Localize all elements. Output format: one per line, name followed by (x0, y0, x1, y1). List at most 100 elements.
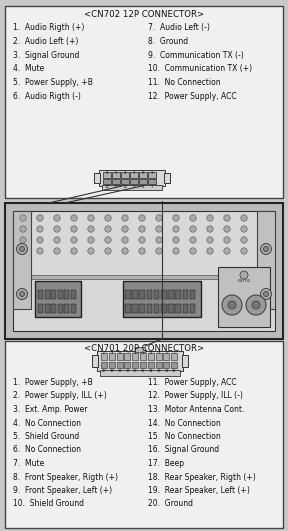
Bar (125, 290, 130, 299)
Text: <CN702 12P CONNECTOR>: <CN702 12P CONNECTOR> (84, 10, 204, 19)
Bar (51, 304, 56, 313)
Bar (139, 304, 145, 313)
Text: 7.  Audio Left (-): 7. Audio Left (-) (148, 23, 210, 32)
Circle shape (54, 226, 60, 232)
Circle shape (190, 226, 196, 232)
Bar (148, 362, 154, 368)
Text: 15: 15 (141, 369, 145, 373)
Bar (183, 304, 188, 313)
Circle shape (207, 248, 213, 254)
Bar (190, 290, 195, 299)
Text: 13: 13 (156, 369, 161, 373)
Circle shape (156, 226, 162, 232)
Circle shape (190, 237, 196, 243)
Text: 4.  No Connection: 4. No Connection (13, 418, 81, 427)
Circle shape (241, 248, 247, 254)
Bar (101, 362, 107, 368)
Circle shape (252, 301, 260, 309)
Text: 8: 8 (118, 351, 121, 355)
Circle shape (228, 301, 236, 309)
Text: 14.  No Connection: 14. No Connection (148, 418, 221, 427)
Text: 4.  Mute: 4. Mute (13, 64, 44, 73)
Bar (147, 290, 152, 299)
Circle shape (88, 215, 94, 221)
Text: 2: 2 (165, 351, 168, 355)
Text: 1: 1 (151, 170, 153, 175)
Circle shape (20, 237, 26, 243)
Text: 5: 5 (115, 170, 117, 175)
Bar (64, 290, 69, 299)
Text: 5.  Power Supply, +B: 5. Power Supply, +B (13, 78, 93, 87)
Text: 5.  Shield Ground: 5. Shield Ground (13, 432, 79, 441)
Text: 16.  Signal Ground: 16. Signal Ground (148, 446, 219, 455)
Bar (135, 347, 145, 352)
Text: 7.  Mute: 7. Mute (13, 459, 44, 468)
Bar (123, 281, 201, 317)
Text: 14: 14 (149, 369, 153, 373)
Circle shape (122, 237, 128, 243)
Circle shape (156, 215, 162, 221)
Bar (13, 211, 31, 309)
Text: 3.  Signal Ground: 3. Signal Ground (13, 50, 79, 59)
Bar (175, 290, 181, 299)
Bar (125, 304, 130, 313)
Bar (92, 355, 98, 367)
Text: 12: 12 (104, 185, 109, 189)
Bar (35, 281, 81, 317)
Text: 6.  Audio Rigth (-): 6. Audio Rigth (-) (13, 92, 81, 101)
Circle shape (207, 226, 213, 232)
Bar (58, 290, 62, 299)
Circle shape (190, 215, 196, 221)
Bar (164, 173, 170, 183)
Text: 16: 16 (133, 369, 137, 373)
Circle shape (156, 237, 162, 243)
Circle shape (54, 215, 60, 221)
Bar (103, 179, 111, 184)
Circle shape (20, 215, 26, 221)
Bar (64, 304, 69, 313)
Text: 12: 12 (164, 369, 169, 373)
Bar (45, 304, 50, 313)
Text: 4: 4 (124, 170, 126, 175)
Circle shape (261, 288, 272, 299)
Circle shape (224, 215, 230, 221)
Circle shape (173, 237, 179, 243)
Text: 19.  Rear Speaker, Left (+): 19. Rear Speaker, Left (+) (148, 486, 250, 495)
Circle shape (20, 226, 26, 232)
Text: 11: 11 (113, 185, 118, 189)
Text: 1.  Audio Rigth (+): 1. Audio Rigth (+) (13, 23, 84, 32)
Bar (71, 304, 75, 313)
Circle shape (222, 295, 242, 315)
Bar (132, 304, 138, 313)
Circle shape (246, 295, 266, 315)
Bar (117, 353, 123, 360)
Circle shape (173, 226, 179, 232)
Circle shape (71, 215, 77, 221)
Text: 11.  No Connection: 11. No Connection (148, 78, 221, 87)
Text: 4: 4 (150, 351, 152, 355)
Bar (139, 290, 145, 299)
Circle shape (224, 248, 230, 254)
Text: 3: 3 (158, 351, 160, 355)
Bar (148, 172, 156, 178)
Bar (51, 290, 56, 299)
Text: 17: 17 (125, 369, 130, 373)
Circle shape (105, 237, 111, 243)
Circle shape (240, 271, 248, 279)
Bar (130, 172, 137, 178)
Circle shape (156, 248, 162, 254)
Bar (140, 362, 146, 368)
Text: 2.  Power Supply, ILL (+): 2. Power Supply, ILL (+) (13, 391, 107, 400)
Bar (148, 179, 156, 184)
Bar (161, 290, 166, 299)
Bar (161, 304, 166, 313)
Bar (163, 362, 169, 368)
Text: 3.  Ext. Amp. Power: 3. Ext. Amp. Power (13, 405, 88, 414)
Bar (117, 362, 123, 368)
Bar (5, 203, 283, 339)
Circle shape (261, 244, 272, 254)
Bar (109, 353, 115, 360)
Bar (154, 290, 159, 299)
Text: 10.  Communication TX (+): 10. Communication TX (+) (148, 64, 252, 73)
Bar (45, 290, 50, 299)
